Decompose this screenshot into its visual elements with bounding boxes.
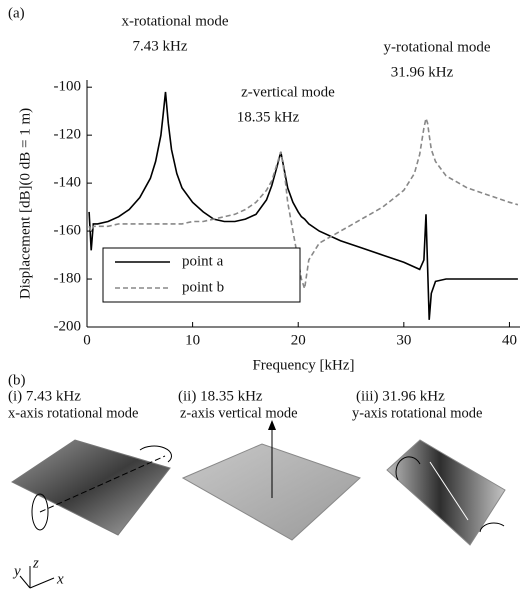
y-axis-label: Displacement [dB](0 dB = 1 m) (17, 108, 33, 299)
axis-letter: x (56, 571, 64, 587)
legend-label: point b (182, 279, 224, 295)
panel-label: (b) (8, 372, 26, 388)
panel-label: (a) (8, 5, 25, 21)
x-tick-label: 20 (291, 332, 306, 348)
x-tick-label: 10 (185, 332, 200, 348)
annotation-mode: z-vertical mode (241, 84, 335, 100)
x-tick-label: 30 (396, 332, 411, 348)
axis-letter: z (32, 555, 39, 571)
x-tick-label: 0 (83, 332, 91, 348)
y-tick-label: -200 (54, 318, 82, 334)
annotation-frequency: 7.43 kHz (133, 38, 188, 54)
y-tick-label: -180 (54, 270, 82, 286)
x-tick-label: 40 (502, 332, 517, 348)
y-tick-label: -120 (54, 127, 82, 143)
annotation-mode: y-rotational mode (383, 39, 490, 55)
y-tick-label: -160 (54, 223, 82, 239)
mode-shape-images (12, 420, 505, 588)
legend-label: point a (182, 253, 224, 269)
axis-letter: y (12, 563, 21, 579)
annotation-mode: x-rotational mode (121, 13, 228, 29)
mode-description: y-axis rotational mode (352, 405, 482, 421)
mode-caption: (i) 7.43 kHz (8, 388, 81, 404)
mode-description: z-axis vertical mode (180, 405, 298, 421)
figure: (a) (b) y z x -200 -180 -160 -140 -120 -100 0 1… (0, 0, 521, 593)
annotation-frequency: 18.35 kHz (237, 109, 300, 125)
mode-description: x-axis rotational mode (8, 405, 138, 421)
y-tick-label: -100 (54, 79, 82, 95)
x-axis-label: Frequency [kHz] (252, 357, 354, 373)
annotation-frequency: 31.96 kHz (391, 64, 454, 80)
mode-caption: (iii) 31.96 kHz (356, 388, 445, 404)
mode-caption: (ii) 18.35 kHz (178, 388, 263, 404)
y-tick-label: -140 (54, 175, 82, 191)
